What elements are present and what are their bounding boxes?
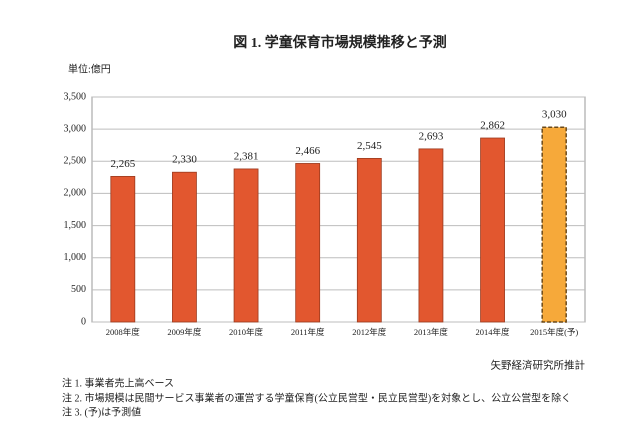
note: 注 3. (予)は予測値 bbox=[62, 405, 141, 418]
chart-title: 図 1. 学童保育市場規模推移と予測 bbox=[233, 34, 447, 51]
value-label: 2,693 bbox=[419, 130, 444, 142]
y-tick-label: 3,000 bbox=[64, 123, 87, 134]
plot-frame bbox=[91, 96, 586, 323]
value-label: 2,466 bbox=[295, 145, 320, 157]
unit-label: 単位:億円 bbox=[68, 62, 111, 75]
value-label: 2,381 bbox=[234, 150, 259, 162]
x-tick-label: 2015年度(予) bbox=[530, 327, 578, 337]
y-tick-label: 500 bbox=[71, 284, 86, 295]
bar bbox=[295, 163, 321, 323]
y-tick-label: 2,000 bbox=[64, 188, 87, 199]
x-tick-label: 2012年度 bbox=[352, 327, 387, 337]
value-label: 2,862 bbox=[480, 120, 505, 132]
bar bbox=[172, 171, 197, 323]
x-tick-label: 2011年度 bbox=[291, 327, 325, 337]
bar bbox=[418, 148, 444, 323]
x-tick-label: 2014年度 bbox=[476, 327, 511, 337]
x-tick-label: 2013年度 bbox=[414, 327, 449, 337]
value-label: 3,030 bbox=[542, 109, 567, 121]
bar bbox=[356, 157, 382, 323]
y-tick-label: 1,000 bbox=[64, 252, 87, 263]
bar bbox=[480, 137, 505, 323]
value-label: 2,265 bbox=[110, 158, 135, 170]
value-label: 2,330 bbox=[172, 154, 197, 166]
x-tick-label: 2010年度 bbox=[229, 327, 264, 337]
source: 矢野経済研究所推計 bbox=[491, 358, 586, 371]
note: 注 2. 市場規模は民間サービス事業者の運営する学童保育(公立民営型・民立民営型… bbox=[62, 391, 571, 404]
bar bbox=[110, 175, 136, 323]
y-tick-label: 0 bbox=[81, 316, 86, 327]
x-tick-label: 2008年度 bbox=[106, 327, 141, 337]
y-tick-label: 1,500 bbox=[64, 220, 87, 231]
note: 注 1. 事業者売上高ベース bbox=[62, 376, 174, 389]
x-tick-label: 2009年度 bbox=[167, 327, 202, 337]
value-label: 2,545 bbox=[357, 140, 382, 152]
y-tick-label: 3,500 bbox=[64, 91, 87, 102]
bar bbox=[233, 168, 259, 323]
bar bbox=[541, 126, 567, 323]
y-tick-label: 2,500 bbox=[64, 156, 87, 167]
